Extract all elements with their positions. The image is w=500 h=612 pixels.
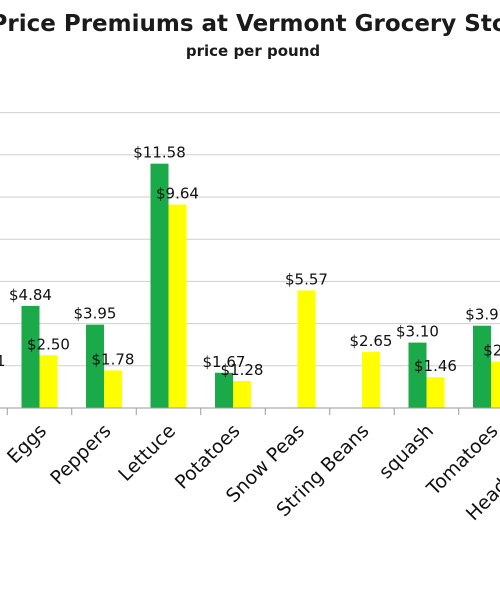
data-label: $1.28 [221, 361, 264, 379]
bar-squash-series-1 [408, 342, 427, 408]
x-tick-label: Peppers [46, 420, 115, 489]
bar-tomatoes-series-1 [473, 325, 491, 408]
bar-squash-series-2 [426, 377, 445, 408]
bar-eggs-series-2 [39, 355, 58, 408]
data-label: $3.9 [465, 306, 498, 324]
data-label: $3.10 [396, 323, 439, 341]
x-tick-label: Eggs [3, 420, 51, 468]
bar-string-beans-series-2 [362, 352, 380, 408]
data-label: $2.50 [27, 335, 70, 353]
bar-potatoes-series-1 [215, 372, 233, 408]
data-label: $3.95 [74, 305, 117, 323]
bar-peppers-series-1 [86, 324, 104, 408]
data-label: $1.71 [0, 352, 5, 370]
bar-tomatoes-series-2 [491, 361, 500, 408]
data-label: $2.65 [350, 332, 393, 350]
x-tick-label: squash [375, 420, 438, 483]
data-label: $2.2 [483, 342, 500, 360]
bar-series [21, 163, 500, 408]
gridlines [0, 112, 500, 367]
data-label: $1.46 [414, 357, 457, 375]
chart-title: Organic Price Premiums at Vermont Grocer… [0, 11, 500, 37]
data-label: $9.64 [156, 185, 199, 203]
data-label: $1.67 [203, 353, 246, 371]
data-labels: $1.71 $4.84 $2.50$3.95 $1.78 $11.58 $9.64 $1.6… [0, 144, 500, 379]
x-tick-label: Lettuce [114, 420, 180, 486]
bar-eggs-series-1 [21, 305, 40, 408]
bar-snow-peas-series-2 [297, 290, 316, 408]
chart-subtitle: price per pound [186, 42, 320, 60]
bar-peppers-series-2 [104, 370, 122, 408]
bar-potatoes-series-2 [233, 380, 251, 408]
data-label: $11.58 [133, 144, 186, 162]
data-label: $4.84 [9, 286, 52, 304]
data-label: $5.57 [285, 270, 328, 288]
bar-lettuce-series-1 [150, 163, 169, 408]
data-label: $1.78 [92, 350, 135, 368]
bar-lettuce-series-2 [168, 204, 187, 408]
